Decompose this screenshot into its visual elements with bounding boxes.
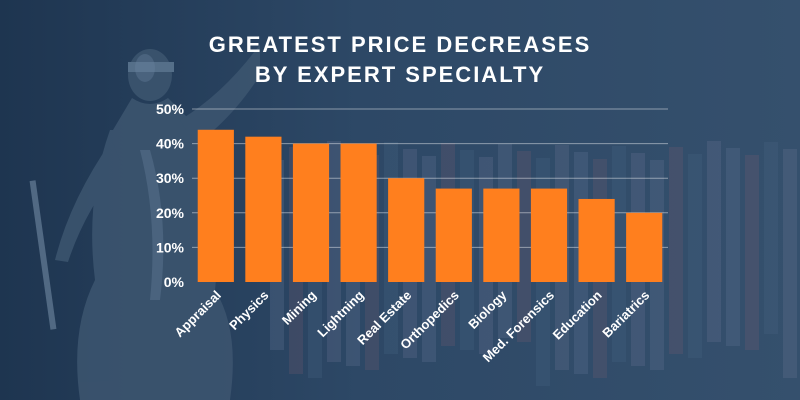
bar-appraisal bbox=[197, 129, 234, 282]
background-book bbox=[707, 141, 721, 342]
bar-lightning bbox=[340, 143, 377, 282]
bar-physics bbox=[245, 136, 282, 282]
bar-mining bbox=[292, 143, 330, 282]
bar-biology bbox=[483, 188, 520, 282]
background-book bbox=[726, 148, 740, 346]
x-category-label: Appraisal bbox=[171, 288, 224, 341]
bar-bariatrics bbox=[626, 212, 663, 282]
x-category-label: Physics bbox=[226, 288, 271, 333]
bar-real-estate bbox=[388, 178, 425, 282]
background-book bbox=[764, 142, 778, 334]
chart-title-line-1: GREATEST PRICE DECREASES bbox=[209, 32, 592, 57]
x-category-label: Bariatrics bbox=[599, 288, 652, 341]
bar-orthopedics bbox=[435, 188, 472, 282]
background-book bbox=[327, 141, 341, 362]
y-tick-label: 20% bbox=[156, 205, 185, 221]
bar-med-forensics bbox=[530, 188, 568, 282]
y-tick-label: 40% bbox=[156, 136, 185, 152]
x-category-label: Biology bbox=[465, 287, 510, 332]
x-category-label: Mining bbox=[279, 287, 319, 327]
background-book bbox=[669, 147, 683, 354]
background-book bbox=[783, 149, 797, 378]
chart-title-line-2: BY EXPERT SPECIALTY bbox=[255, 62, 545, 87]
background-book bbox=[517, 151, 531, 342]
bar-education bbox=[578, 198, 615, 282]
y-tick-label: 10% bbox=[156, 239, 185, 255]
y-tick-label: 0% bbox=[164, 274, 185, 290]
bars bbox=[197, 129, 663, 282]
y-tick-label: 30% bbox=[156, 170, 185, 186]
background-book bbox=[612, 146, 626, 362]
y-axis-tick-labels: 0% 10% 20% 30% 40% 50% bbox=[156, 101, 185, 290]
background-book bbox=[745, 155, 759, 350]
lady-justice-statue-image bbox=[29, 44, 260, 400]
y-tick-label: 50% bbox=[156, 101, 185, 117]
x-category-label: Education bbox=[550, 287, 605, 342]
background-book bbox=[688, 154, 702, 358]
background-book bbox=[422, 156, 436, 362]
